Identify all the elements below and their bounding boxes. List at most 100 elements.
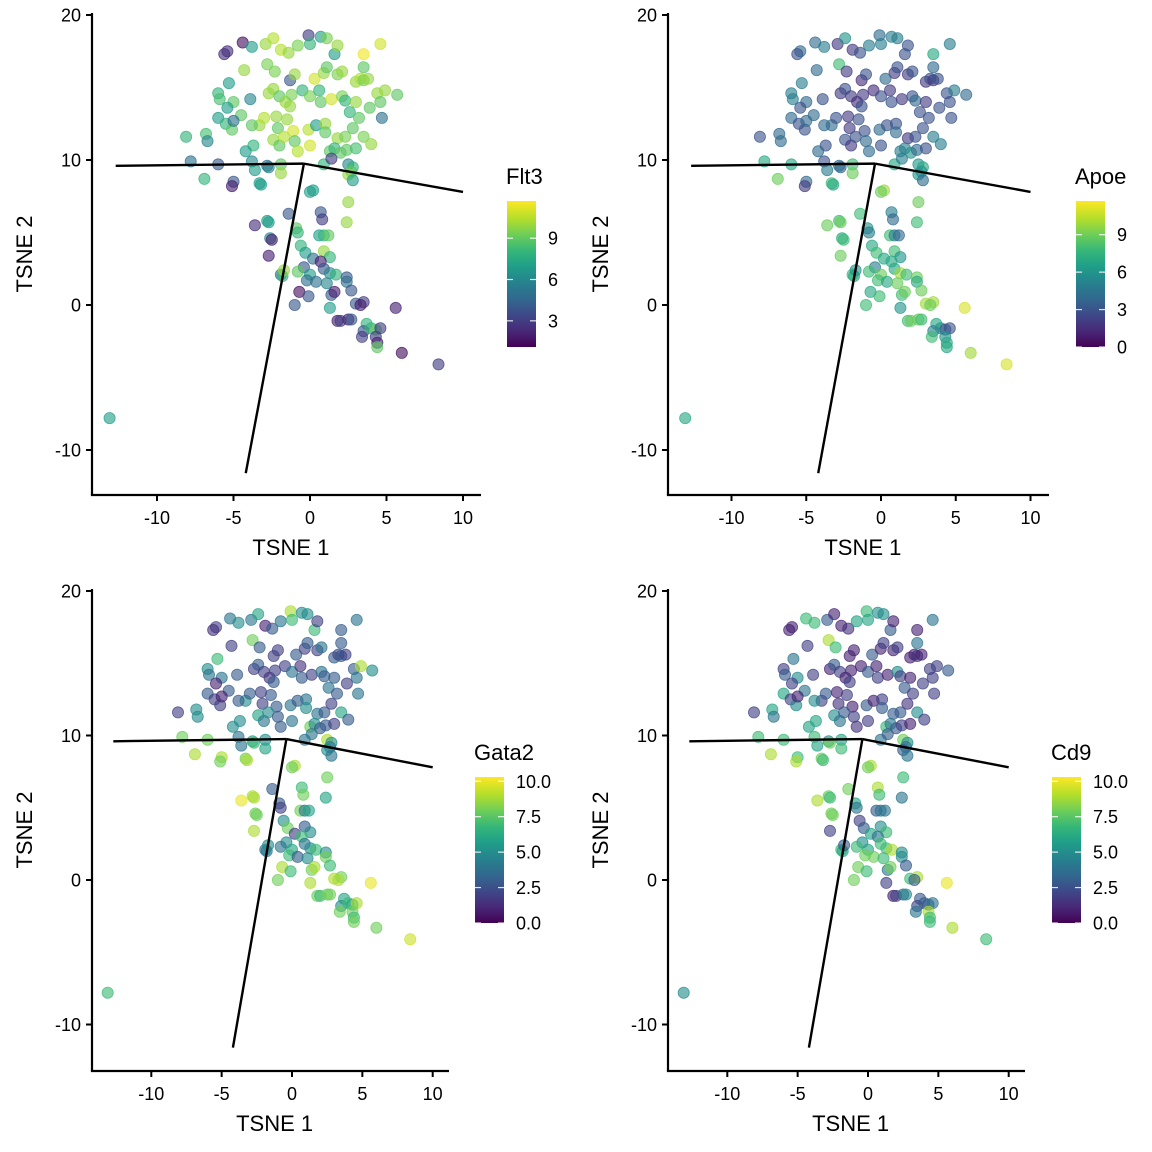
data-point [285,665,298,678]
data-point [247,791,260,804]
data-point [313,84,326,97]
data-point [800,114,813,127]
data-point [795,77,808,90]
data-point [101,986,114,999]
trajectory-segment [874,162,1031,194]
legend-tick-label: 3 [1117,300,1127,320]
data-point [363,101,376,114]
data-point [355,330,368,343]
data-point [309,843,322,856]
data-point [786,93,799,106]
data-point [790,755,803,768]
data-point [325,697,338,710]
data-point [274,720,287,733]
data-point [180,130,193,143]
data-point [315,641,328,654]
data-point [875,90,888,103]
data-point [779,668,792,681]
x-tick-label: 5 [951,508,961,528]
data-point [319,791,332,804]
data-point [191,710,204,723]
data-point [862,613,875,626]
data-point [267,32,280,45]
data-point [395,346,408,359]
data-point [271,122,284,135]
data-point [850,840,863,853]
data-point [783,624,796,637]
y-tick-label: 0 [647,871,657,891]
legend-title: Flt3 [506,164,543,189]
data-point [303,90,316,103]
y-tick-label: 10 [61,726,81,746]
data-point [302,290,315,303]
data-point [281,113,294,126]
data-point [832,697,845,710]
data-point [254,686,267,699]
x-tick-label: 10 [999,1084,1019,1104]
data-point [907,687,920,700]
data-point [198,172,211,185]
data-point [887,213,900,226]
data-point [248,219,261,232]
y-tick-label: 10 [637,726,657,746]
data-point [916,677,929,690]
y-axis-title: TSNE 2 [588,791,613,868]
data-point [202,668,215,681]
data-point [226,720,239,733]
data-point [248,164,261,177]
x-tick-label: 0 [876,508,886,528]
data-point [891,32,904,45]
data-point [288,298,301,311]
data-point [840,689,853,702]
data-point [876,702,889,715]
data-point [866,648,879,661]
data-point [246,634,259,647]
x-tick-label: 10 [423,1084,443,1104]
data-point [891,61,904,74]
x-axis-title: TSNE 1 [812,1111,889,1136]
data-point [808,694,821,707]
data-point [323,301,336,314]
data-point [374,38,387,51]
data-point [252,608,265,621]
data-point [911,706,924,719]
panel-flt3: -10 -5 0 5 10 -10 0 10 20 TSNE 1 TSNE 2 Flt3 3 6 9 [12,6,558,561]
panel-apoe: -10 -5 0 5 10 -10 0 10 20 TSNE 1 TSNE 2 Apoe 0 3 6 9 [588,6,1127,561]
legend-tick-label: 9 [1117,225,1127,245]
data-point [877,608,890,621]
data-point [259,742,272,755]
data-point [822,634,835,647]
data-point [927,48,940,61]
trajectory [689,737,1009,1048]
data-point [881,275,894,288]
data-point [364,876,377,889]
x-tick-label: -5 [798,508,814,528]
x-tick-label: -5 [214,1084,230,1104]
data-point [908,874,921,887]
data-point [274,801,287,814]
data-point [948,84,961,97]
legend-tick-label: 3 [548,311,558,331]
y-axis-title: TSNE 2 [12,791,37,868]
trajectory [113,737,433,1048]
data-point [232,694,245,707]
data-point [218,48,231,61]
data-point [843,676,856,689]
data-point [894,706,907,719]
x-tick-label: -10 [718,508,744,528]
data-point [870,660,883,673]
data-point [863,265,876,278]
y-tick-label: 20 [61,582,81,602]
colorbar [1076,201,1105,347]
data-point [852,113,865,126]
data-point [900,888,913,901]
data-point [824,824,837,837]
data-point [335,624,348,637]
data-point [916,174,929,187]
y-tick-label: 20 [637,6,657,26]
data-point [214,755,227,768]
data-point [349,142,362,155]
data-point [915,648,928,661]
data-point [878,804,891,817]
data-point [350,671,363,684]
